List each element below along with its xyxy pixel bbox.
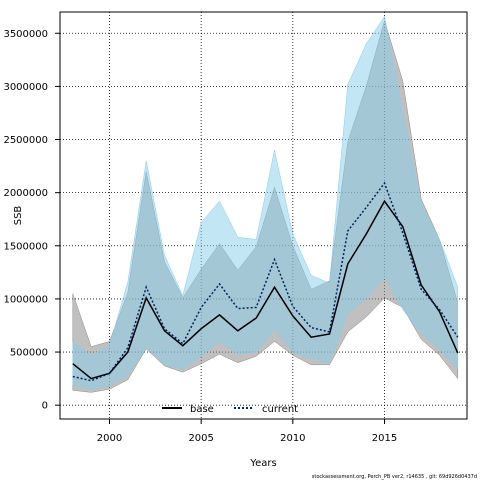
confidence-bands bbox=[72, 15, 459, 393]
y-tick-label-500000: 500000 bbox=[10, 348, 48, 359]
x-axis-ticks: 2000 2005 2010 2015 bbox=[97, 419, 397, 444]
y-tick-label-3000000: 3000000 bbox=[3, 82, 48, 93]
series-lines bbox=[72, 181, 459, 382]
series-line-current bbox=[72, 181, 459, 382]
plot-frame bbox=[59, 11, 468, 420]
y-tick-label-1000000: 1000000 bbox=[3, 294, 48, 305]
y-tick-label-3500000: 3500000 bbox=[3, 29, 48, 40]
y-tick-label-2000000: 2000000 bbox=[3, 188, 48, 199]
y-axis-ticks: 0 500000 1000000 1500000 2000000 2500000 30000… bbox=[3, 29, 60, 412]
x-tick-label-2005: 2005 bbox=[188, 433, 213, 444]
confidence-band-current bbox=[72, 15, 459, 390]
y-tick-label-0: 0 bbox=[42, 401, 48, 412]
x-axis-title: Years bbox=[249, 458, 276, 469]
legend-label-current: current bbox=[262, 404, 298, 415]
x-tick-label-2010: 2010 bbox=[280, 433, 305, 444]
y-axis-title: SSB bbox=[13, 206, 24, 226]
series-line-base bbox=[72, 199, 459, 380]
y-tick-label-1500000: 1500000 bbox=[3, 241, 48, 252]
y-tick-label-2500000: 2500000 bbox=[3, 135, 48, 146]
x-tick-label-2015: 2015 bbox=[372, 433, 397, 444]
legend-label-base: base bbox=[190, 404, 214, 415]
x-tick-label-2000: 2000 bbox=[97, 433, 122, 444]
legend: base current bbox=[162, 404, 298, 415]
footnote: stockassessment.org, Perch_PB ver2, r146… bbox=[312, 474, 477, 480]
